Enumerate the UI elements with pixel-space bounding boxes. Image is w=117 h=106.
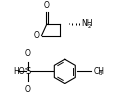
Text: '': '' bbox=[25, 68, 27, 73]
Text: NH: NH bbox=[81, 19, 93, 28]
Text: O: O bbox=[25, 49, 31, 58]
Text: O: O bbox=[34, 31, 40, 40]
Text: S: S bbox=[25, 67, 31, 76]
Text: 3: 3 bbox=[99, 71, 102, 76]
Text: O: O bbox=[44, 1, 50, 10]
Text: HO: HO bbox=[13, 67, 25, 76]
Text: CH: CH bbox=[93, 67, 104, 76]
Text: O: O bbox=[25, 85, 31, 94]
Text: 2: 2 bbox=[88, 24, 91, 29]
